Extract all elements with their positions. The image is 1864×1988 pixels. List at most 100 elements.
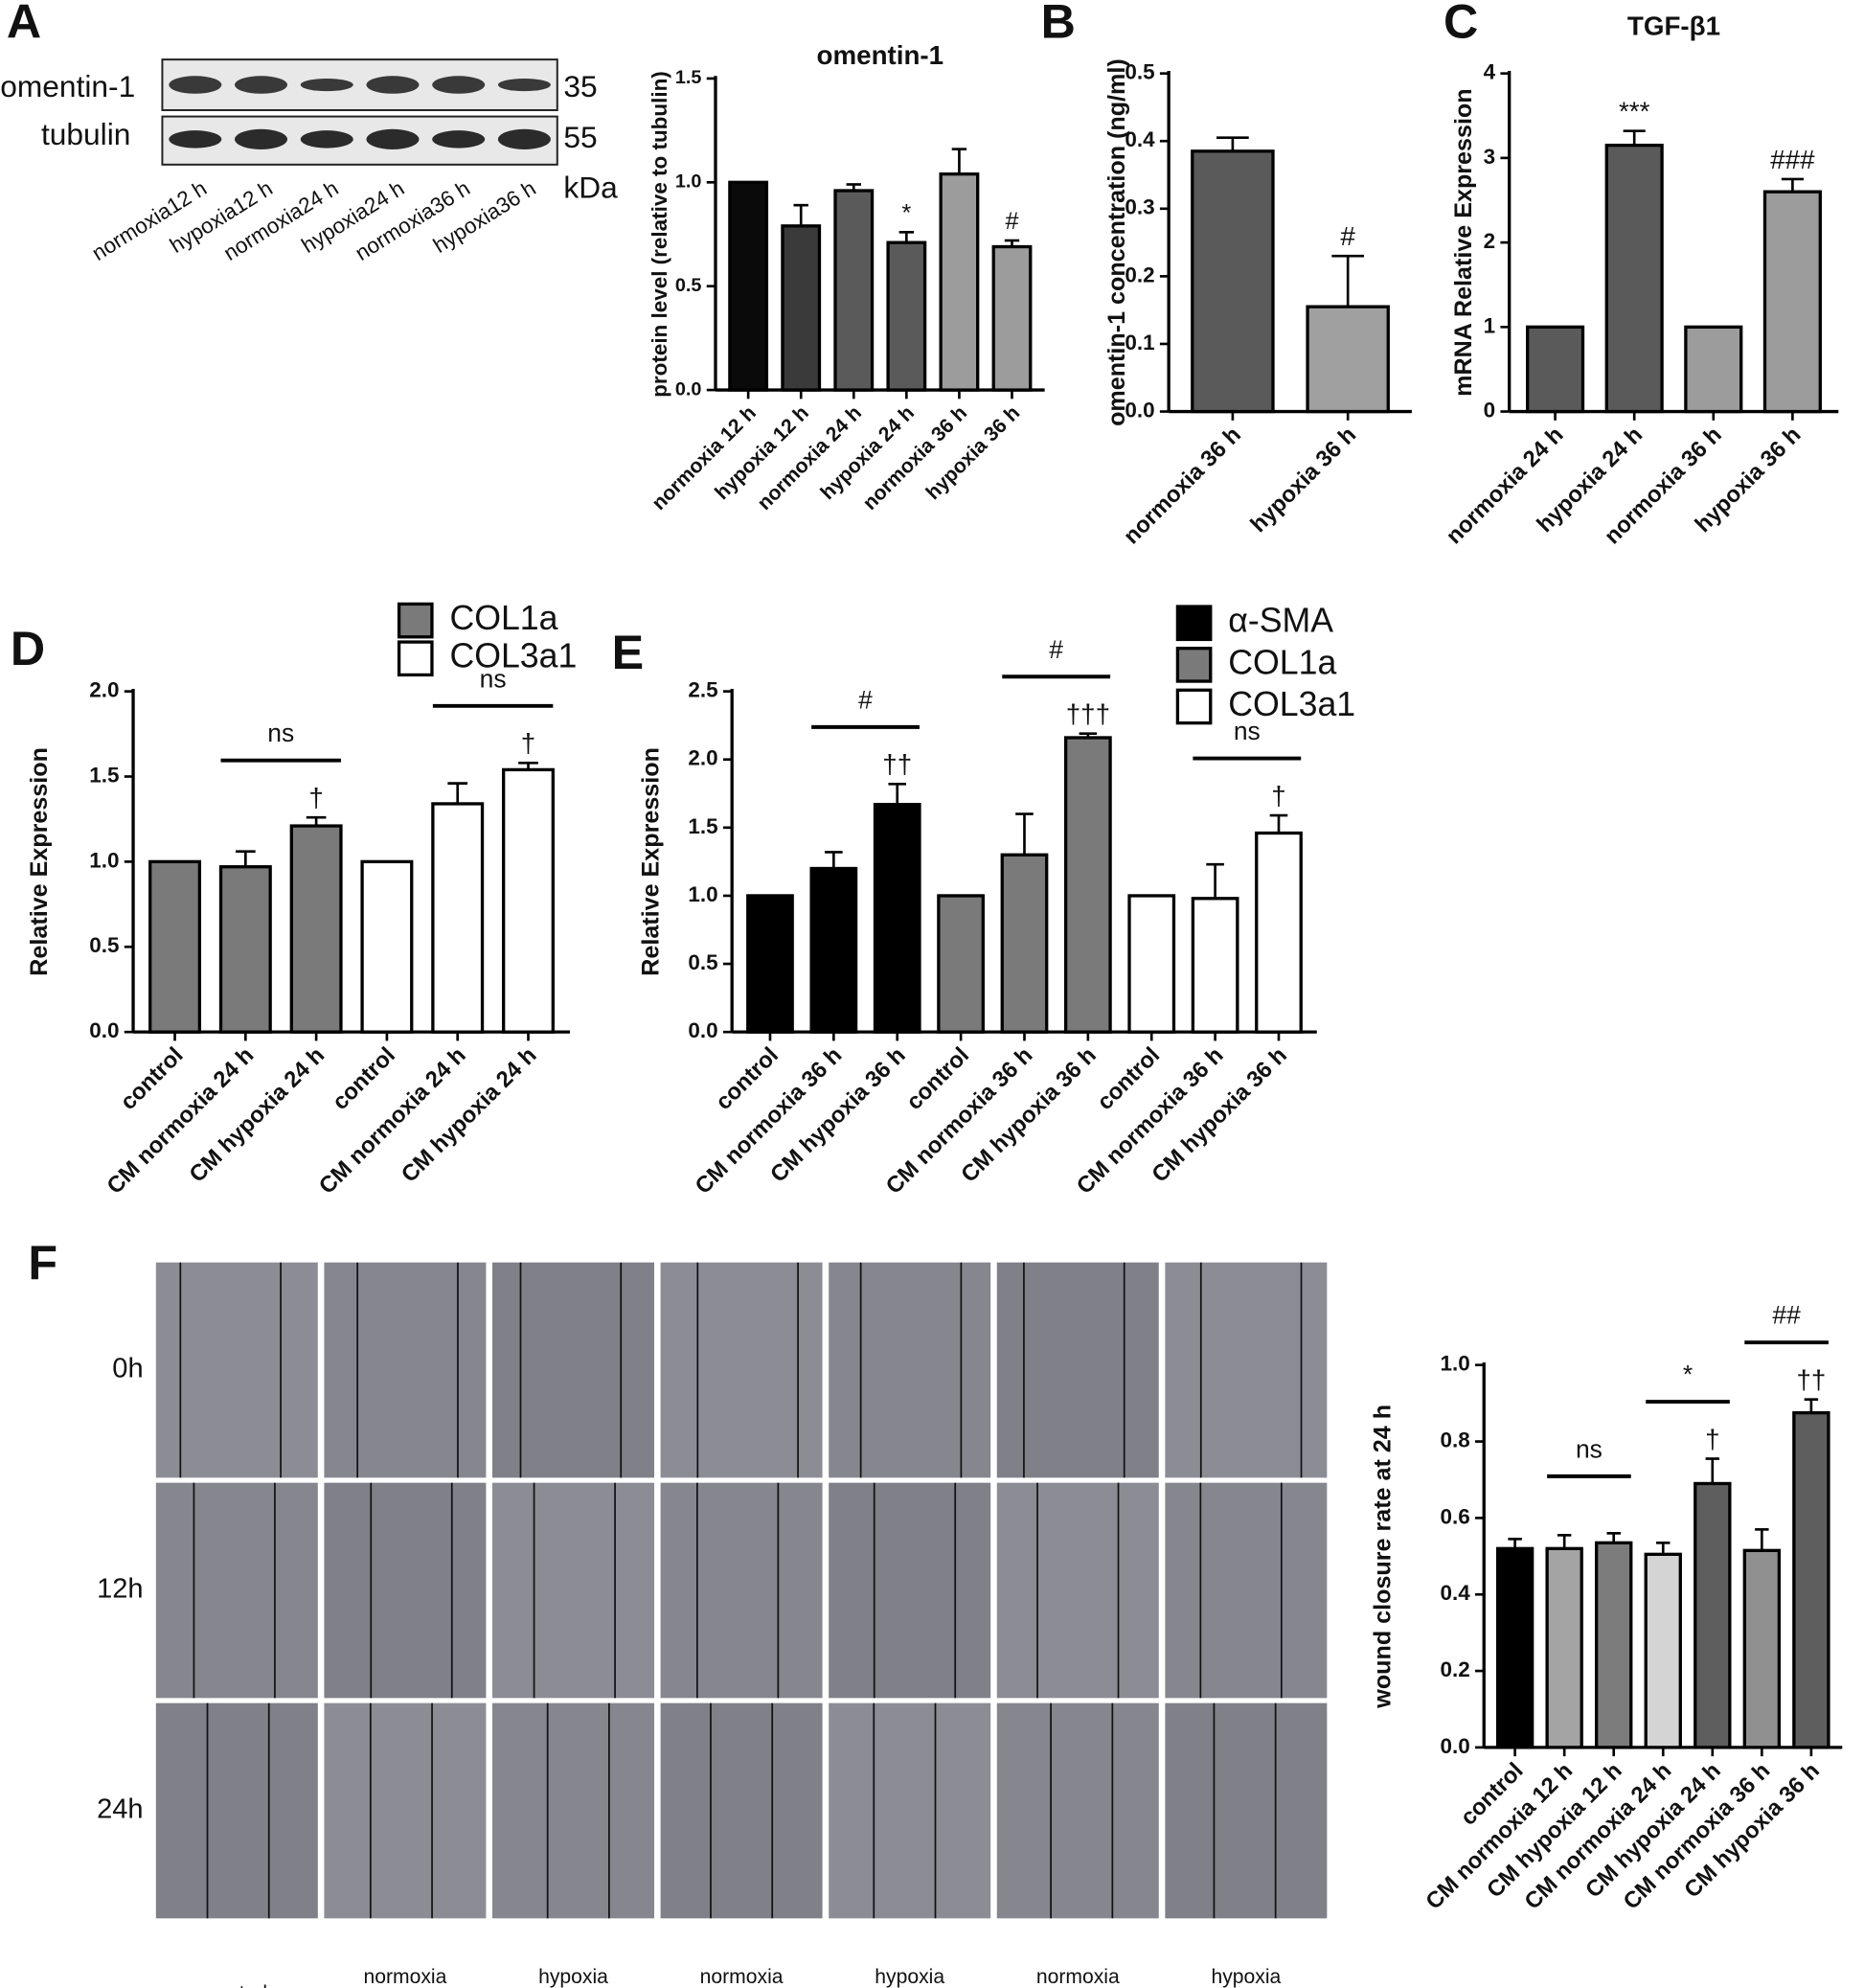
bracket-label: ns [480,664,507,693]
bracket-label: # [858,685,873,714]
blot-size: 35 [563,69,597,103]
y-tick-label: 1.0 [89,848,119,872]
blot-band [169,130,222,149]
micrograph [1165,1262,1328,1478]
x-tick-label: CM hypoxia 24 h [397,1042,542,1188]
micrograph [492,1702,654,1919]
y-tick-label: 0.5 [675,275,702,296]
y-tick-label: 1.0 [688,882,717,906]
legend-swatch [397,602,434,639]
x-tick-label: hypoxia 36 h [1245,422,1361,537]
y-tick-label: 1 [1484,313,1496,337]
significance-label: †† [882,749,912,779]
column-label: normoxia [700,1966,784,1988]
bar [1526,325,1585,414]
y-tick-label: 0.0 [89,1018,119,1042]
legend-label: COL1a [1228,643,1336,681]
bracket-label: # [1049,635,1063,664]
y-tick-label: 0.0 [1440,1734,1469,1758]
bracket-label: ns [1234,717,1261,745]
micrograph [829,1262,991,1478]
blot-protein: omentin-1 [0,69,135,103]
micrograph [996,1702,1159,1919]
y-tick-label: 1.5 [675,67,702,88]
bar [1545,1546,1583,1749]
legend-swatch [397,640,434,677]
bar [1306,305,1390,414]
y-tick-label: 0.6 [1440,1504,1469,1528]
micrograph [829,1482,991,1699]
blot-band [366,76,420,94]
y-tick-label: 0.5 [688,950,717,974]
blot-band [497,78,551,92]
bar [886,240,927,392]
blot-band [432,130,486,149]
y-tick-label: 0.2 [1440,1657,1469,1681]
micrograph [324,1262,487,1478]
legend-label: COL3a1 [449,637,577,675]
blot-band [300,130,353,149]
row-label: 0h [112,1354,143,1384]
y-tick-label: 0.3 [1125,195,1154,219]
bar [1000,853,1049,1034]
bar [781,224,822,392]
y-tick-label: 0.8 [1440,1428,1469,1452]
column-label: normoxia [363,1966,446,1988]
blot-band [497,128,551,149]
panel-letter: D [11,622,45,675]
bar [1191,149,1275,414]
blot-band [432,76,486,94]
legend-swatch [1175,647,1213,683]
y-tick-label: 1.5 [688,814,717,838]
legend-label: COL1a [449,599,557,637]
y-tick-label: 0.0 [1125,398,1154,422]
y-tick-label: 2.0 [688,746,717,770]
panel-letter: C [1443,0,1478,49]
blot-band [169,76,222,94]
bracket-label: ns [267,719,294,747]
bar [1063,736,1112,1034]
bar [1742,1548,1782,1749]
micrograph [324,1482,487,1699]
x-tick-label: CM hypoxia 24 h [184,1042,330,1188]
x-tick-label: normoxia 36 h [1119,422,1246,549]
micrograph [492,1482,654,1699]
significance-label: * [901,199,911,226]
column-label: hypoxia [875,1966,944,1988]
y-axis-label: Relative Expression [26,747,53,976]
row-label: 24h [97,1794,144,1825]
micrograph [155,1702,318,1919]
y-axis-label: Relative Expression [638,747,665,976]
panel-letter: B [1041,0,1076,49]
significance-label: †† [1796,1364,1826,1394]
y-tick-label: 0.0 [688,1018,717,1042]
y-tick-label: 4 [1484,60,1496,84]
blot-protein: tubulin [41,117,130,151]
bar [289,824,343,1034]
micrograph [1165,1702,1328,1919]
bar [1762,190,1822,414]
bar [148,859,202,1034]
y-axis-label: protein level (relative to tubulin) [648,71,671,398]
column-label: hypoxia [538,1966,608,1988]
bar [728,180,769,392]
significance-label: ††† [1066,699,1110,729]
blot-strip [161,58,558,111]
y-tick-label: 0.5 [89,933,119,957]
significance-label: † [308,783,323,812]
y-tick-label: 3 [1484,145,1496,169]
micrograph [155,1482,318,1699]
bar [1495,1546,1534,1749]
bar [1694,1481,1732,1749]
micrograph [660,1482,823,1699]
micrograph [996,1482,1159,1699]
micrograph [492,1262,654,1478]
significance-label: † [521,728,535,758]
bracket-label: ns [1576,1434,1603,1463]
y-tick-label: 0.0 [675,378,702,400]
bar [218,865,272,1034]
micrograph [1165,1482,1328,1699]
bar [1604,143,1664,414]
bar [1644,1552,1682,1749]
